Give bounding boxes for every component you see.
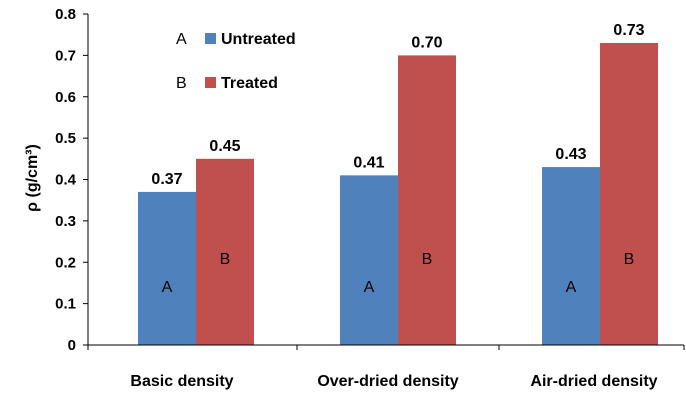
legend: A Untreated B Treated: [176, 31, 296, 92]
group-label-untreated-basic-density: A: [162, 279, 173, 296]
category-label-air-dried-density: Air-dried density: [530, 373, 657, 390]
bar-untreated-air-dried-density: [542, 167, 600, 345]
bar-treated-air-dried-density: [600, 42, 658, 346]
y-axis-label: ρ (g/cm³): [24, 144, 41, 212]
axes-layer: 0 0.1 0.2 0.3 0.4 0.5 0.6 0.7 0.8: [55, 6, 685, 354]
value-label-treated-basic-density: 0.45: [209, 138, 240, 155]
legend-label-untreated: Untreated: [221, 31, 296, 48]
y-tick-label: 0.8: [55, 6, 76, 23]
legend-swatch-treated: [205, 77, 216, 88]
bar-untreated-basic-density: [138, 191, 196, 345]
group-label-untreated-over-dried-density: A: [364, 279, 375, 296]
value-label-treated-air-dried-density: 0.73: [613, 22, 644, 39]
group-label-untreated-air-dried-density: A: [566, 279, 577, 296]
y-tick-label: 0.5: [55, 130, 76, 147]
legend-letter-treated: B: [176, 75, 187, 92]
legend-letter-untreated: A: [176, 31, 187, 48]
bar-treated-basic-density: [196, 158, 254, 345]
y-tick-label: 0.3: [55, 213, 76, 230]
group-label-treated-air-dried-density: B: [624, 251, 635, 268]
category-label-over-dried-density: Over-dried density: [317, 373, 458, 390]
y-tick-label: 0.1: [55, 296, 76, 313]
value-label-treated-over-dried-density: 0.70: [411, 34, 442, 51]
labels-layer: 0.37 A 0.45 B Basic density 0.41 A 0.70 B Over-dr…: [130, 22, 657, 390]
bars-layer: [138, 42, 658, 346]
y-tick-label: 0: [68, 337, 76, 354]
value-label-untreated-air-dried-density: 0.43: [555, 146, 586, 163]
y-tick-label: 0.7: [55, 47, 76, 64]
bar-untreated-over-dried-density: [340, 175, 398, 345]
y-tick-label: 0.4: [55, 172, 77, 189]
legend-swatch-untreated: [205, 33, 216, 44]
legend-label-treated: Treated: [221, 75, 278, 92]
category-label-basic-density: Basic density: [130, 373, 233, 390]
bar-treated-over-dried-density: [398, 55, 456, 345]
y-tick-label: 0.6: [55, 89, 76, 106]
value-label-untreated-basic-density: 0.37: [151, 171, 182, 188]
group-label-treated-basic-density: B: [220, 251, 231, 268]
group-label-treated-over-dried-density: B: [422, 251, 433, 268]
value-label-untreated-over-dried-density: 0.41: [353, 154, 384, 171]
y-tick-label: 0.2: [55, 254, 76, 271]
